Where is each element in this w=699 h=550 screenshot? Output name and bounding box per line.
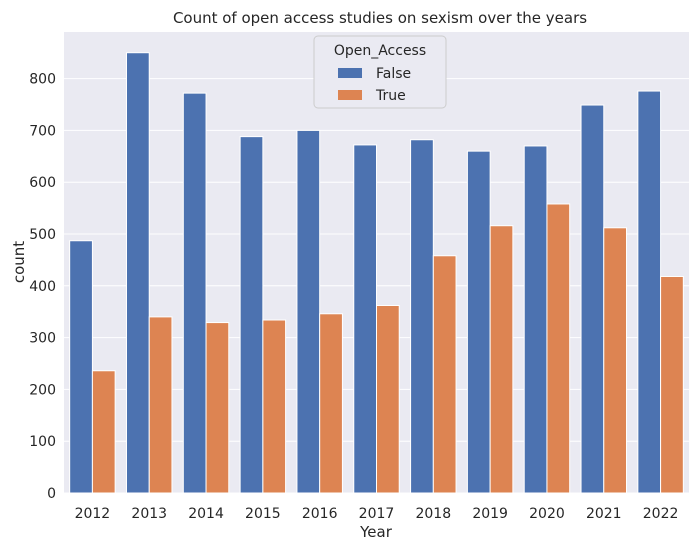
chart-title: Count of open access studies on sexism o… — [173, 9, 587, 27]
y-tick-label: 500 — [29, 227, 56, 243]
y-tick-labels: 0 100 200 300 400 500 600 700 800 — [29, 72, 56, 502]
bar-true-2014 — [205, 322, 230, 494]
bar-false-2020 — [523, 145, 548, 494]
bar-true-2022 — [660, 275, 684, 494]
bar-true-2012 — [91, 370, 116, 494]
y-tick-label: 100 — [29, 434, 56, 450]
bar-true-2021 — [603, 227, 627, 494]
bar-true-2019 — [489, 225, 514, 494]
bar-false-2017 — [353, 144, 378, 494]
x-tick-label: 2015 — [245, 506, 281, 522]
y-tick-label: 600 — [29, 175, 56, 191]
bars — [69, 52, 684, 494]
bar-false-2016 — [296, 129, 321, 494]
y-tick-label: 300 — [29, 331, 56, 347]
legend-title: Open_Access — [334, 43, 426, 59]
bar-true-2017 — [376, 304, 400, 494]
bar-false-2015 — [239, 136, 264, 494]
x-tick-label: 2020 — [529, 506, 565, 522]
x-tick-label: 2019 — [472, 506, 508, 522]
bar-true-2020 — [546, 203, 571, 494]
bar-false-2022 — [637, 90, 662, 494]
y-tick-label: 700 — [29, 123, 56, 139]
y-tick-label: 400 — [29, 279, 56, 295]
x-tick-label: 2014 — [188, 506, 224, 522]
x-tick-label: 2012 — [75, 506, 111, 522]
bar-false-2018 — [410, 139, 434, 494]
legend-swatch-false — [338, 68, 362, 78]
y-axis-label: count — [10, 241, 28, 283]
legend-label-true: True — [375, 88, 406, 104]
bar-false-2019 — [466, 150, 491, 494]
bar-false-2021 — [580, 104, 605, 494]
x-tick-label: 2017 — [359, 506, 395, 522]
legend: Open_Access False True — [313, 35, 447, 109]
bar-false-2014 — [182, 92, 207, 494]
x-tick-label: 2022 — [643, 506, 679, 522]
y-tick-label: 800 — [29, 72, 56, 88]
x-axis-label: Year — [359, 523, 393, 541]
legend-swatch-true — [338, 90, 362, 100]
y-tick-label: 200 — [29, 382, 56, 398]
x-tick-labels: 2012 2013 2014 2015 2016 2017 2018 2019 2020 2021… — [75, 506, 679, 522]
bar-true-2018 — [432, 255, 457, 494]
legend-label-false: False — [376, 66, 411, 82]
x-tick-label: 2021 — [586, 506, 622, 522]
bar-true-2013 — [148, 316, 173, 494]
bar-true-2015 — [262, 319, 287, 494]
bar-false-2013 — [126, 52, 150, 494]
bar-true-2016 — [319, 313, 343, 494]
x-tick-label: 2018 — [415, 506, 451, 522]
x-tick-label: 2013 — [131, 506, 167, 522]
y-tick-label: 0 — [47, 486, 56, 502]
bar-false-2012 — [69, 240, 93, 494]
x-tick-label: 2016 — [302, 506, 338, 522]
